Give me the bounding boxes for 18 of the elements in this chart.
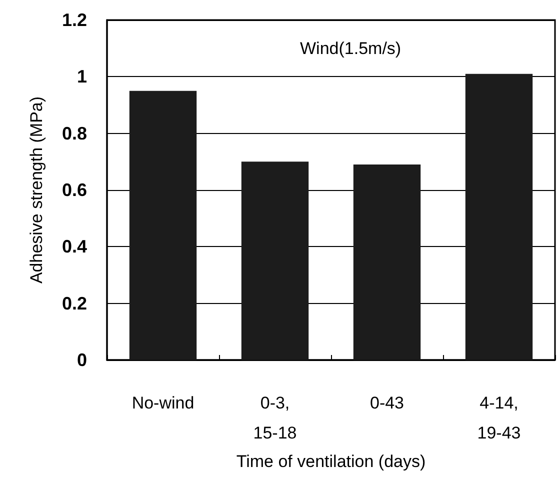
x-tick-label: 0-3, 15-18 [253, 394, 297, 442]
y-tick-label: 1 [76, 66, 87, 87]
bar [353, 164, 421, 360]
x-tick-label: No-wind [132, 394, 194, 412]
x-tick-label: 0-43 [370, 394, 404, 412]
y-tick-label: 0.8 [62, 123, 87, 144]
bar [129, 90, 197, 360]
annotation: Wind(1.5m/s) [300, 39, 402, 58]
y-axis-title: Adhesive strength (MPa) [27, 96, 46, 284]
y-tick-label: 0.2 [62, 293, 87, 314]
y-tick-label: 0.4 [62, 236, 87, 257]
x-tick-label: 4-14, 19-43 [477, 394, 521, 442]
bar [465, 74, 533, 360]
y-tick-label: 0.6 [62, 180, 87, 200]
bar [241, 162, 309, 360]
y-tick-label: 0 [76, 350, 87, 370]
y-tick-label: 1.2 [62, 10, 87, 30]
x-axis-title: Time of ventilation (days) [236, 452, 426, 471]
